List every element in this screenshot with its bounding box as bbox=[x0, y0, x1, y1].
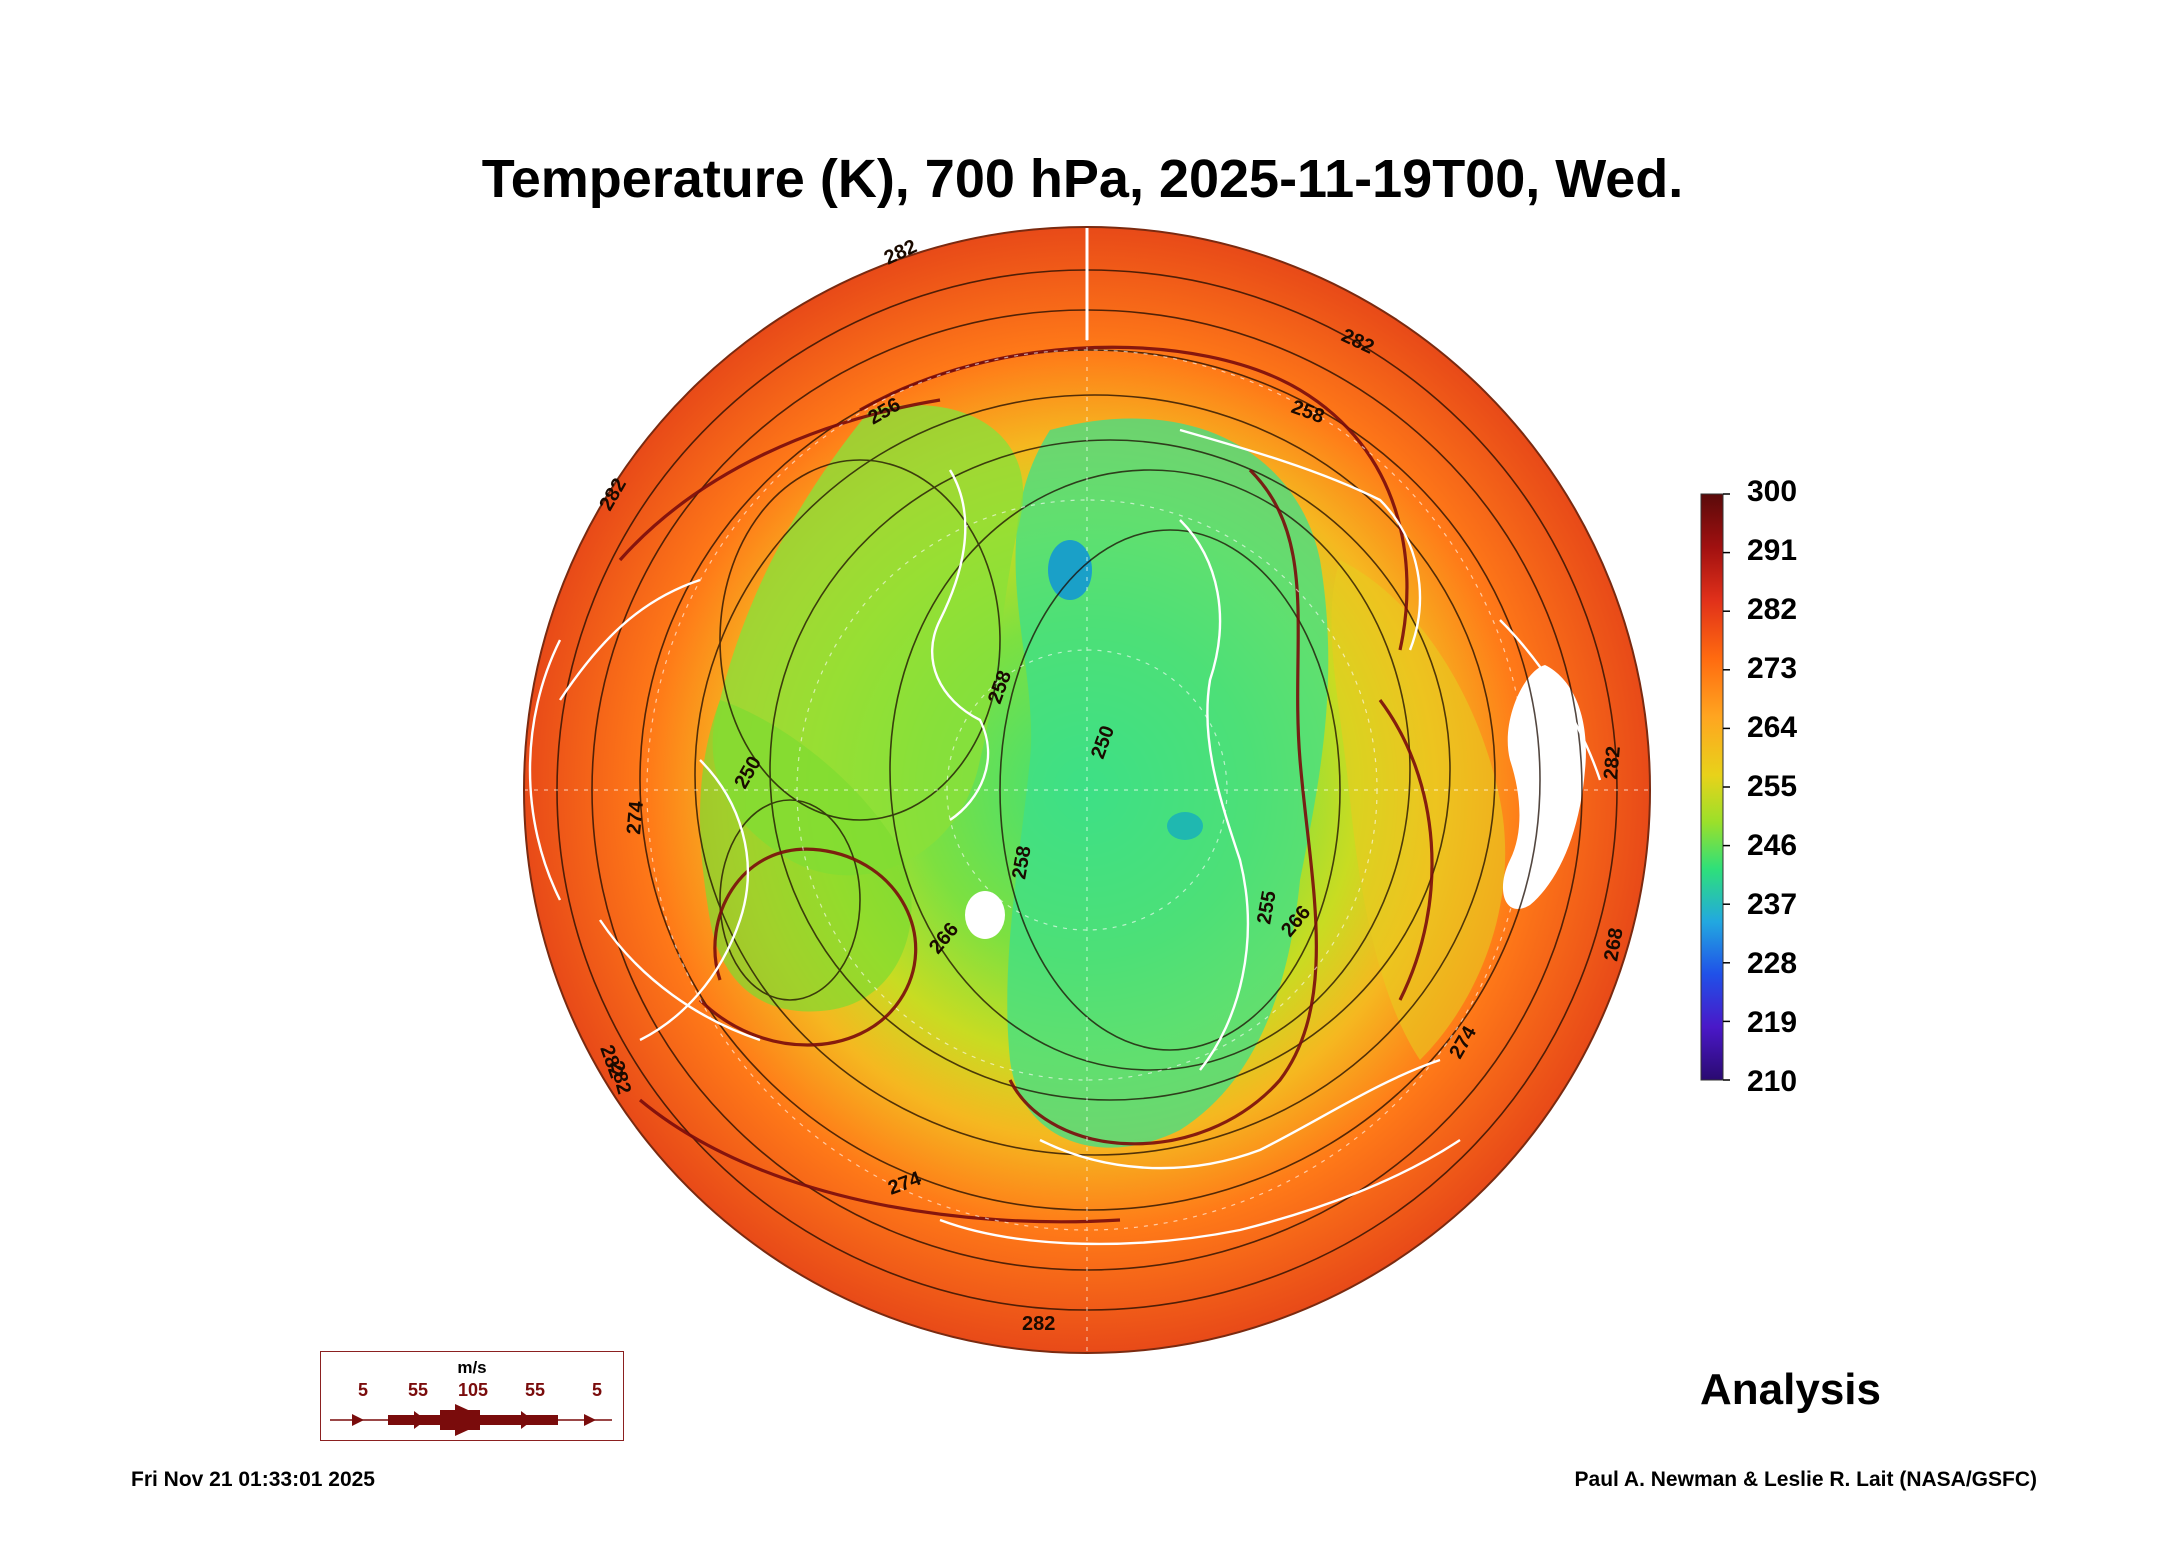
contour-label: 282 bbox=[1022, 1313, 1055, 1335]
cold-core-secondary bbox=[1167, 812, 1203, 840]
contour-label: 282 bbox=[1600, 745, 1625, 780]
map-title: Temperature (K), 700 hPa, 2025-11-19T00,… bbox=[481, 149, 1684, 209]
colorbar-label: 219 bbox=[1747, 1006, 1798, 1039]
colorbar-label: 246 bbox=[1747, 829, 1798, 862]
coastlines bbox=[528, 428, 1602, 1246]
colorbar-label: 264 bbox=[1747, 711, 1798, 744]
cold-region-asia bbox=[700, 700, 912, 1012]
wind-scale-speed: 55 bbox=[524, 1380, 546, 1400]
colorbar-label: 228 bbox=[1747, 947, 1798, 980]
contour-label: 274 bbox=[623, 799, 648, 835]
wind-scale-arrows bbox=[330, 1404, 612, 1436]
wind-scale-speed: 105 bbox=[457, 1380, 489, 1400]
wind-scale-speed: 55 bbox=[407, 1380, 429, 1400]
colorbar-label: 255 bbox=[1747, 770, 1798, 803]
colorbar-label: 237 bbox=[1747, 888, 1798, 921]
warm-belt-east bbox=[1331, 560, 1506, 1060]
colorbar-ticks bbox=[1723, 493, 1730, 1081]
generation-timestamp: Fri Nov 21 01:33:01 2025 bbox=[131, 1468, 375, 1491]
missing-data-patch-east bbox=[1502, 665, 1586, 909]
colorbar-label: 291 bbox=[1747, 534, 1798, 567]
analysis-label: Analysis bbox=[1700, 1365, 1881, 1414]
wind-scale-unit: m/s bbox=[457, 1358, 487, 1377]
credit-line: Paul A. Newman & Leslie R. Lait (NASA/GS… bbox=[1574, 1468, 2037, 1491]
colorbar-label: 282 bbox=[1747, 593, 1798, 626]
missing-data-patch-plateau bbox=[965, 891, 1005, 939]
wind-scale-speed: 5 bbox=[591, 1380, 603, 1400]
cold-core-pole bbox=[1048, 540, 1092, 600]
colorbar-label: 273 bbox=[1747, 652, 1798, 685]
globe-outline bbox=[523, 226, 1651, 1354]
wind-scale-speed: 5 bbox=[357, 1380, 369, 1400]
colorbar-label: 300 bbox=[1747, 475, 1798, 508]
wind-streamlines bbox=[618, 345, 1434, 1224]
colorbar-label: 210 bbox=[1747, 1065, 1798, 1098]
graticule bbox=[524, 227, 1650, 1353]
colorbar bbox=[1700, 493, 1724, 1081]
wind-scale-legend: m/s 5 55 105 55 5 bbox=[320, 1351, 624, 1441]
